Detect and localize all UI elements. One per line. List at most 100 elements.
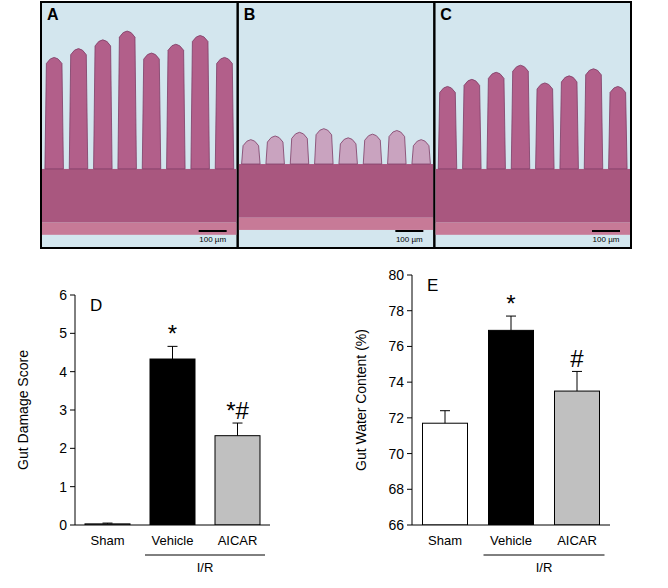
muscularis	[435, 223, 630, 235]
y-tick	[70, 295, 75, 296]
annotation: #	[570, 345, 584, 372]
y-tick	[407, 310, 412, 311]
image-panel: B 100 µm	[239, 3, 434, 247]
error-bar	[445, 411, 446, 424]
error-bar	[511, 316, 512, 330]
y-tick	[70, 371, 75, 372]
y-tick-label: 70	[388, 446, 404, 462]
group-bracket	[145, 555, 265, 556]
chart-title: E	[427, 276, 438, 295]
y-tick-label: 68	[388, 481, 404, 497]
muscularis	[239, 218, 434, 230]
image-frame	[40, 1, 632, 249]
y-tick-label: 2	[59, 440, 67, 456]
y-tick	[407, 525, 412, 526]
y-axis	[412, 275, 413, 525]
villus	[609, 86, 627, 168]
villus	[242, 140, 260, 164]
annotation: *#	[226, 397, 249, 424]
villus	[511, 65, 529, 169]
y-tick	[407, 382, 412, 383]
scale-bar-label: 100 µm	[396, 235, 423, 244]
villus	[584, 69, 602, 169]
y-tick	[70, 410, 75, 411]
villus	[118, 31, 136, 169]
villus	[487, 72, 505, 169]
villus	[94, 40, 112, 169]
muscularis	[42, 223, 237, 235]
plot-area	[85, 346, 260, 525]
annotation: *	[506, 290, 515, 317]
y-tick-label: 80	[388, 267, 404, 283]
scale-bar	[199, 230, 227, 232]
crypt-layer	[42, 169, 237, 223]
y-tick	[70, 448, 75, 449]
group-label: I/R	[197, 560, 214, 575]
villus	[412, 140, 430, 164]
villus	[536, 83, 554, 169]
y-axis-label: Gut Damage Score	[15, 350, 31, 470]
y-tick	[70, 486, 75, 487]
x-axis	[412, 525, 610, 526]
panel-label: B	[244, 6, 256, 23]
y-tick-label: 6	[59, 287, 67, 303]
error-cap	[103, 523, 113, 524]
y-tick-label: 66	[388, 517, 404, 533]
y-tick-label: 74	[388, 374, 404, 390]
crypt-layer	[239, 164, 434, 218]
villus	[290, 132, 308, 164]
group-bracket	[484, 555, 605, 556]
x-tick-label: Sham	[428, 533, 462, 548]
villus	[45, 57, 63, 169]
error-bar	[237, 423, 238, 436]
image-panel: A100 µm	[42, 3, 237, 247]
tissue	[239, 3, 434, 247]
bar-chart: 6668707274767880Gut Water Content (%)ESh…	[353, 267, 610, 575]
group-label: I/R	[536, 560, 553, 575]
plot-area	[423, 316, 600, 525]
x-tick-label: AICAR	[557, 533, 597, 548]
x-tick-label: AICAR	[218, 533, 258, 548]
panel-label: C	[440, 6, 452, 23]
background	[435, 3, 630, 247]
villus	[167, 44, 185, 169]
villus	[142, 53, 160, 169]
villus	[266, 136, 284, 164]
y-tick	[407, 453, 412, 454]
scale-bar	[395, 230, 423, 232]
bar	[423, 423, 468, 525]
x-tick-label: Vehicle	[152, 533, 194, 548]
scale-bar	[592, 230, 620, 232]
bar	[489, 330, 534, 525]
y-tick-label: 5	[59, 325, 67, 341]
villus	[315, 129, 333, 164]
y-tick	[407, 275, 412, 276]
image-panel: C100 µm	[435, 3, 630, 247]
y-tick-label: 78	[388, 303, 404, 319]
x-tick-label: Sham	[91, 533, 125, 548]
scale-bar-label: 100 µm	[199, 235, 226, 244]
error-cap	[440, 410, 450, 411]
x-axis	[75, 525, 270, 526]
villus	[191, 35, 209, 168]
crypt-layer	[435, 169, 630, 223]
bar	[215, 436, 260, 525]
bar	[150, 359, 195, 525]
x-tick-label: Vehicle	[490, 533, 532, 548]
background	[42, 3, 237, 247]
villus	[438, 86, 456, 168]
y-tick	[70, 525, 75, 526]
background	[239, 3, 434, 247]
bar-chart: 0123456Gut Damage ScoreDShamVehicleAICAR…	[15, 287, 270, 575]
villus	[363, 134, 381, 164]
villus	[215, 57, 233, 169]
villus	[463, 79, 481, 169]
y-tick-label: 4	[59, 364, 67, 380]
villus	[560, 76, 578, 169]
villus	[339, 138, 357, 164]
y-tick	[407, 417, 412, 418]
y-tick-label: 72	[388, 410, 404, 426]
chart-title: D	[90, 296, 102, 315]
y-tick	[407, 489, 412, 490]
tissue	[435, 3, 630, 247]
